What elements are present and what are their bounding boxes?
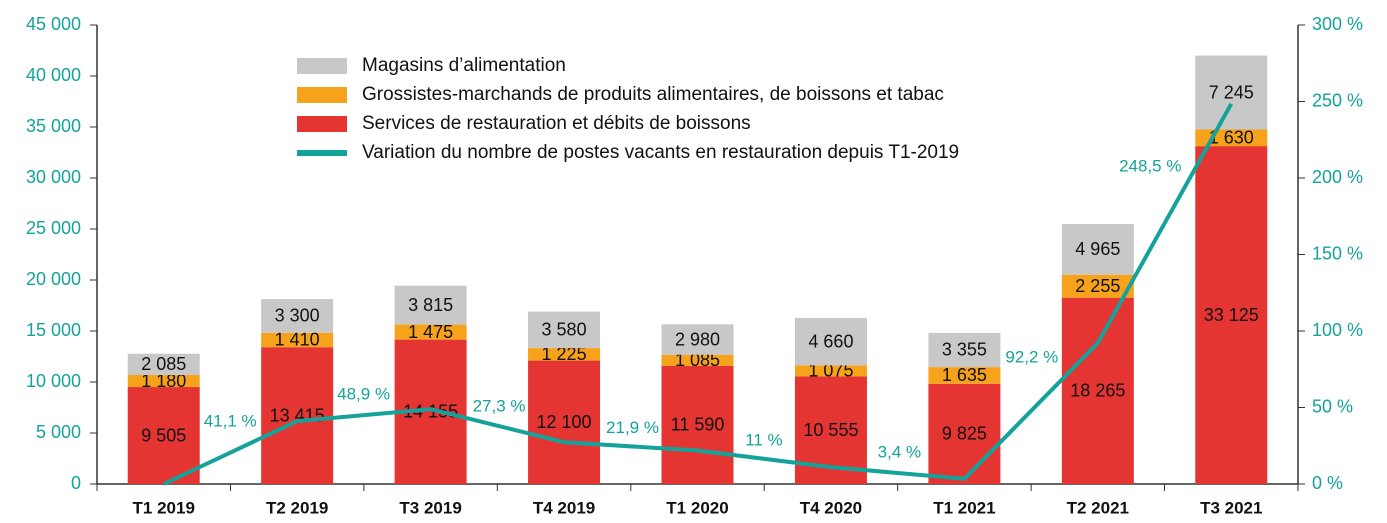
bar-label: 14 155 (403, 402, 458, 422)
x-tick-label: T3 2019 (399, 498, 461, 517)
x-tick-label: T1 2019 (133, 498, 195, 517)
y2-tick-label: 250 % (1312, 90, 1363, 110)
line-label: 41,1 % (204, 412, 257, 431)
x-tick-label: T4 2020 (800, 498, 862, 517)
legend-label: Variation du nombre de postes vacants en… (362, 142, 959, 163)
bar-segment (1061, 274, 1134, 298)
bar-segment (1195, 55, 1268, 130)
x-tick-label: T3 2021 (1200, 498, 1262, 517)
y-tick-label: 40 000 (26, 65, 81, 85)
bar-segment (528, 311, 601, 349)
line-label: 21,9 % (606, 418, 659, 437)
legend-swatch (297, 116, 347, 132)
bar-label: 3 355 (942, 340, 987, 360)
line-label: 92,2 % (1005, 347, 1058, 366)
bar-segment (127, 387, 200, 484)
bar-label: 9 825 (942, 424, 987, 444)
x-tick-label: T2 2019 (266, 498, 328, 517)
bar-label: 1 410 (275, 330, 320, 350)
bar-label: 33 125 (1204, 305, 1259, 325)
bar-label: 1 180 (141, 371, 186, 391)
bar-label: 1 630 (1209, 128, 1254, 148)
bar-segment (261, 332, 334, 348)
y2-tick-label: 150 % (1312, 243, 1363, 263)
y-tick-label: 0 (71, 473, 81, 493)
line-series (162, 102, 1234, 486)
x-tick-label: T1 2021 (933, 498, 995, 517)
y2-tick-label: 300 % (1312, 14, 1363, 34)
line-label: 48,9 % (337, 385, 390, 404)
bar-label: 2 255 (1075, 276, 1120, 296)
legend-swatch (297, 58, 347, 74)
line-label: 3,4 % (878, 442, 921, 461)
y2-tick-label: 50 % (1312, 396, 1353, 416)
y2-tick-label: 0 % (1312, 473, 1343, 493)
bar-label: 10 555 (803, 420, 858, 440)
bar-segment (394, 324, 467, 340)
bar-segment (661, 365, 734, 484)
bar-segment (127, 375, 200, 388)
line-label: 11 % (745, 431, 783, 450)
y2-tick-label: 100 % (1312, 320, 1363, 340)
y-tick-label: 35 000 (26, 116, 81, 136)
bar-segment (1195, 146, 1268, 484)
x-tick-label: T1 2020 (666, 498, 728, 517)
bar-segment (261, 299, 334, 333)
legend-label: Services de restauration et débits de bo… (362, 113, 751, 134)
bar-label: 7 245 (1209, 82, 1254, 102)
bar-label: 1 085 (675, 350, 720, 370)
line-label: 27,3 % (473, 397, 526, 416)
bar-label: 4 965 (1075, 239, 1120, 259)
bar-segment (661, 354, 734, 366)
bar-label: 3 815 (408, 295, 453, 315)
bar-label: 12 100 (537, 412, 592, 432)
bar-label: 1 075 (808, 361, 853, 381)
bar-label: 1 225 (542, 344, 587, 364)
bar-segment (1061, 224, 1134, 275)
bar-segment (661, 324, 734, 355)
legend-label: Grossistes-marchands de produits aliment… (362, 84, 944, 105)
y-tick-label: 45 000 (26, 14, 81, 34)
x-tick-label: T4 2019 (533, 498, 595, 517)
bar-label: 9 505 (141, 425, 186, 445)
bar-label: 3 300 (275, 306, 320, 326)
legend-swatch (297, 150, 347, 156)
bar-segment (928, 367, 1001, 384)
bar-label: 18 265 (1070, 381, 1125, 401)
x-tick-label: T2 2021 (1067, 498, 1129, 517)
bar-segment (127, 353, 200, 376)
y-tick-label: 5 000 (36, 422, 81, 442)
y-tick-label: 25 000 (26, 218, 81, 238)
bar-segment (928, 383, 1001, 484)
y-tick-label: 15 000 (26, 320, 81, 340)
bar-label: 1 635 (942, 365, 987, 385)
bar-label: 11 590 (671, 415, 725, 435)
y2-tick-label: 200 % (1312, 167, 1363, 187)
bar-segment (528, 360, 601, 484)
y-tick-label: 30 000 (26, 167, 81, 187)
bar-segment (928, 332, 1001, 368)
legend-swatch (297, 87, 347, 103)
bar-segment (261, 347, 334, 484)
y-tick-label: 10 000 (26, 371, 81, 391)
y-tick-label: 20 000 (26, 269, 81, 289)
bar-segment (394, 285, 467, 325)
line-label: 248,5 % (1119, 156, 1181, 175)
bar-label: 2 980 (675, 329, 720, 349)
legend-label: Magasins d’alimentation (362, 55, 566, 76)
bar-label: 2 085 (141, 354, 186, 374)
bar-label: 3 580 (542, 320, 587, 340)
bar-segment (1061, 297, 1134, 484)
bar-label: 1 475 (408, 322, 453, 342)
bar-segment (794, 365, 867, 377)
bar-label: 4 660 (808, 331, 853, 351)
bar-segment (794, 317, 867, 366)
bar-segment (528, 348, 601, 361)
